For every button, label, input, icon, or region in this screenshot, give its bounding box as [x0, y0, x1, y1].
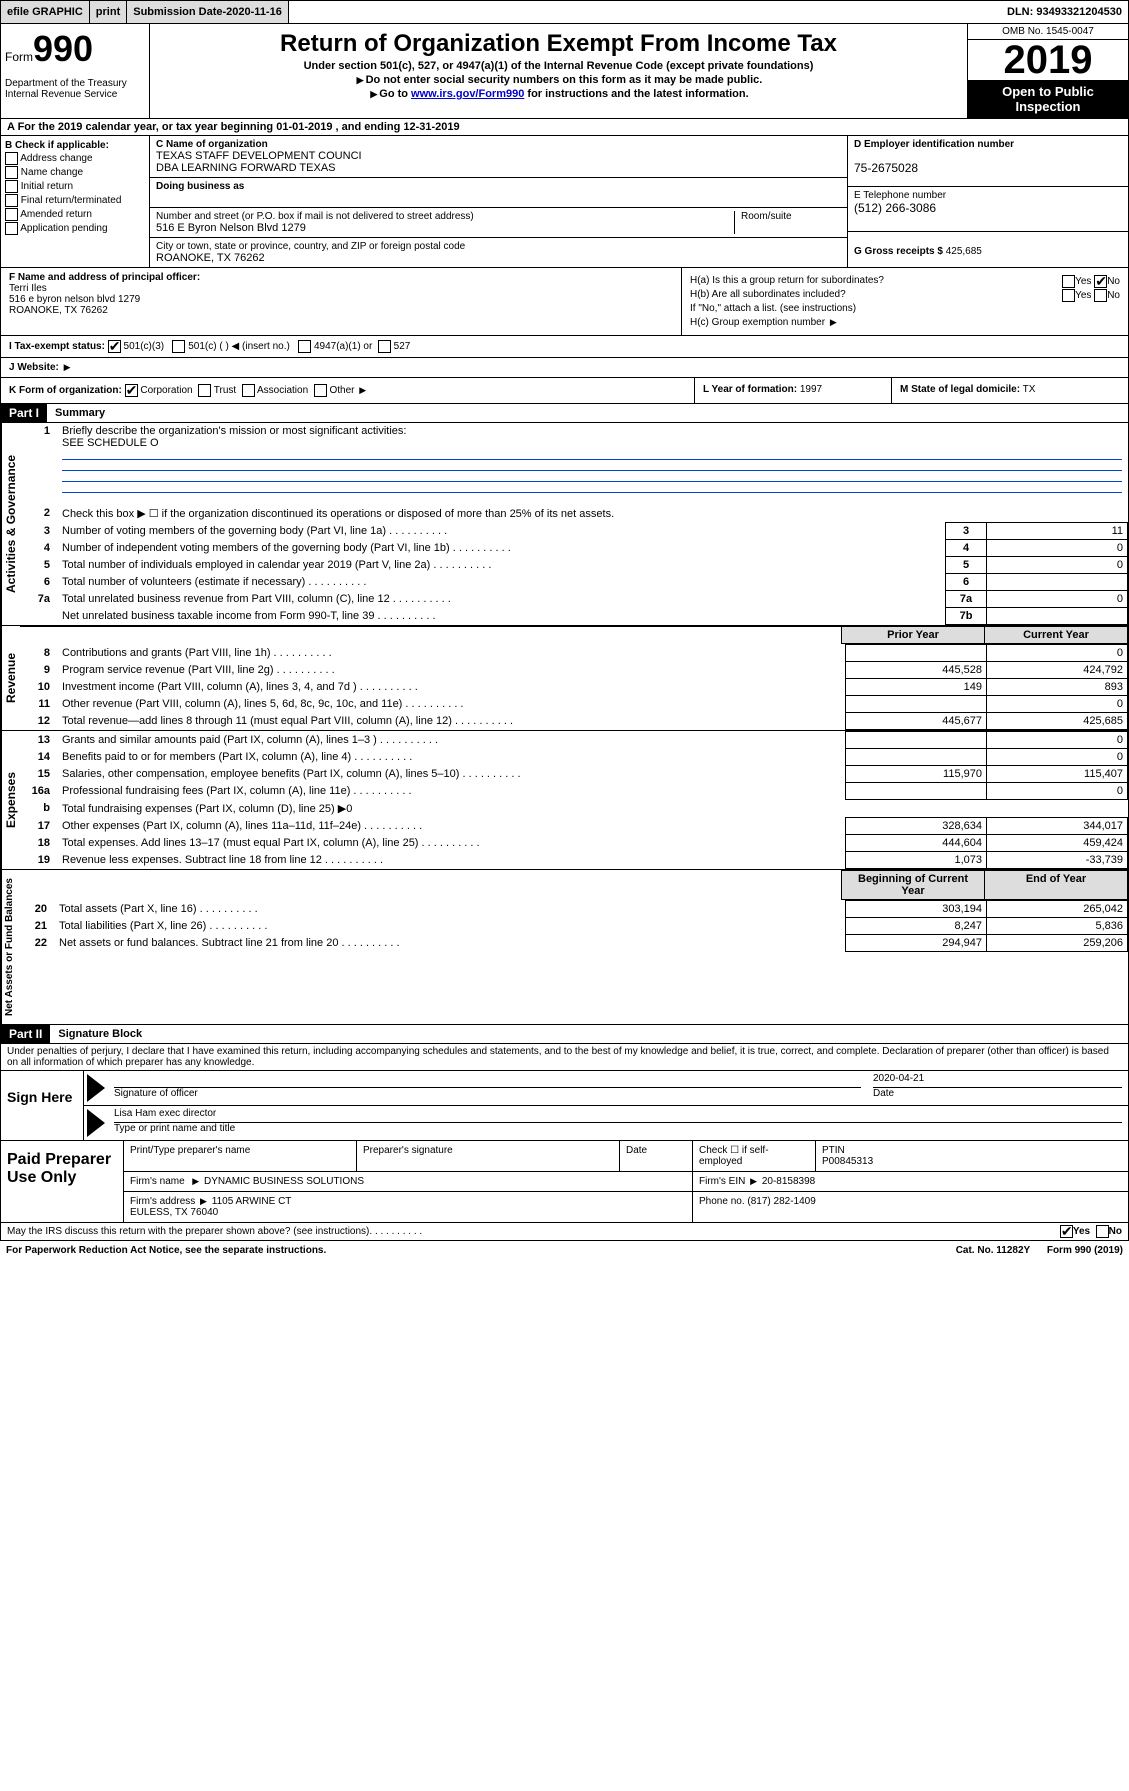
revenue-section: Revenue Prior YearCurrent Year 8Contribu… — [0, 626, 1129, 731]
box-c: C Name of organization TEXAS STAFF DEVEL… — [150, 136, 848, 267]
side-expenses: Expenses — [1, 731, 20, 869]
box-h: H(a) Is this a group return for subordin… — [682, 268, 1128, 335]
side-netassets: Net Assets or Fund Balances — [1, 870, 17, 1024]
arrow-icon — [87, 1109, 105, 1137]
activities-section: Activities & Governance 1 Briefly descri… — [0, 423, 1129, 626]
subtitle-3: Go to www.irs.gov/Form990 for instructio… — [158, 88, 959, 100]
box-de: D Employer identification number 75-2675… — [848, 136, 1128, 267]
telephone-value: (512) 266-3086 — [854, 201, 936, 215]
preparer-block: Paid Preparer Use Only Print/Type prepar… — [0, 1141, 1129, 1223]
efile-button[interactable]: efile GRAPHIC — [1, 1, 90, 23]
table-row: 15Salaries, other compensation, employee… — [20, 766, 1128, 783]
table-row: 19Revenue less expenses. Subtract line 1… — [20, 852, 1128, 869]
side-revenue: Revenue — [1, 626, 20, 730]
expenses-section: Expenses 13Grants and similar amounts pa… — [0, 731, 1129, 870]
title-box: Return of Organization Exempt From Incom… — [150, 24, 967, 118]
box-b: B Check if applicable: Address change Na… — [1, 136, 150, 267]
top-bar: efile GRAPHIC print Submission Date - 20… — [0, 0, 1129, 24]
period-row: A For the 2019 calendar year, or tax yea… — [0, 119, 1129, 136]
tax-year: 2019 — [968, 40, 1128, 80]
print-button[interactable]: print — [90, 1, 127, 23]
table-row: 21Total liabilities (Part X, line 26)8,2… — [17, 918, 1128, 935]
irs-link[interactable]: www.irs.gov/Form990 — [411, 88, 524, 100]
table-row: 11Other revenue (Part VIII, column (A), … — [20, 696, 1128, 713]
part2-header: Part II Signature Block — [0, 1025, 1129, 1044]
firm-name: DYNAMIC BUSINESS SOLUTIONS — [204, 1176, 364, 1187]
officer-print-name: Lisa Ham exec director — [114, 1108, 1122, 1123]
officer-name: Terri Iles — [9, 283, 47, 294]
table-row: 17Other expenses (Part IX, column (A), l… — [20, 818, 1128, 835]
org-address: 516 E Byron Nelson Blvd 1279 — [156, 222, 306, 234]
table-row: 13Grants and similar amounts paid (Part … — [20, 732, 1128, 749]
box-f: F Name and address of principal officer:… — [1, 268, 682, 335]
table-row: 12Total revenue—add lines 8 through 11 (… — [20, 713, 1128, 730]
table-row: 8Contributions and grants (Part VIII, li… — [20, 645, 1128, 662]
inspection-badge: Open to PublicInspection — [968, 80, 1128, 118]
mission-text: SEE SCHEDULE O — [62, 437, 159, 449]
table-row: 7aTotal unrelated business revenue from … — [20, 591, 1128, 608]
table-row: 18Total expenses. Add lines 13–17 (must … — [20, 835, 1128, 852]
info-grid: B Check if applicable: Address change Na… — [0, 136, 1129, 268]
dln-label: DLN: 93493321204530 — [1001, 1, 1128, 23]
gross-receipts: 425,685 — [946, 246, 982, 257]
netassets-section: Net Assets or Fund Balances Beginning of… — [0, 870, 1129, 1025]
paid-preparer-label: Paid Preparer Use Only — [1, 1141, 124, 1222]
submission-date-label: Submission Date - 2020-11-16 — [127, 1, 289, 23]
dept-label: Department of the Treasury Internal Reve… — [5, 78, 145, 100]
part1-header: Part I Summary — [0, 404, 1129, 423]
sign-here-label: Sign Here — [1, 1071, 84, 1140]
table-row: 4Number of independent voting members of… — [20, 540, 1128, 557]
table-row: 9Program service revenue (Part VIII, lin… — [20, 662, 1128, 679]
state-domicile: TX — [1023, 384, 1036, 395]
form-header: Form990 Department of the Treasury Inter… — [0, 24, 1129, 119]
table-row: 14Benefits paid to or for members (Part … — [20, 749, 1128, 766]
discuss-row: May the IRS discuss this return with the… — [0, 1223, 1129, 1241]
firm-ein: 20-8158398 — [762, 1176, 815, 1187]
perjury-declaration: Under penalties of perjury, I declare th… — [0, 1044, 1129, 1071]
fh-grid: F Name and address of principal officer:… — [0, 268, 1129, 336]
right-header-box: OMB No. 1545-0047 2019 Open to PublicIns… — [967, 24, 1128, 118]
officer-address: 516 e byron nelson blvd 1279 ROANOKE, TX… — [9, 294, 140, 316]
form-number-box: Form990 Department of the Treasury Inter… — [1, 24, 150, 118]
subtitle-1: Under section 501(c), 527, or 4947(a)(1)… — [158, 60, 959, 72]
row-j: J Website: — [0, 358, 1129, 378]
firm-phone: (817) 282-1409 — [747, 1196, 815, 1207]
table-row: 5Total number of individuals employed in… — [20, 557, 1128, 574]
table-row: 6Total number of volunteers (estimate if… — [20, 574, 1128, 591]
ein-value: 75-2675028 — [854, 161, 918, 175]
org-name: TEXAS STAFF DEVELOPMENT COUNCI DBA LEARN… — [156, 150, 362, 174]
table-row: 22Net assets or fund balances. Subtract … — [17, 935, 1128, 952]
signature-block: Sign Here Signature of officer 2020-04-2… — [0, 1071, 1129, 1141]
table-row: 20Total assets (Part X, line 16)303,1942… — [17, 901, 1128, 918]
org-city: ROANOKE, TX 76262 — [156, 252, 265, 264]
table-row: 10Investment income (Part VIII, column (… — [20, 679, 1128, 696]
subtitle-2: Do not enter social security numbers on … — [158, 74, 959, 86]
form-title: Return of Organization Exempt From Incom… — [158, 30, 959, 58]
table-row: Net unrelated business taxable income fr… — [20, 608, 1128, 625]
row-k: K Form of organization: Corporation Trus… — [0, 378, 1129, 404]
row-i: I Tax-exempt status: 501(c)(3) 501(c) ( … — [0, 336, 1129, 358]
ptin-value: P00845313 — [822, 1156, 873, 1167]
arrow-icon — [87, 1074, 105, 1102]
year-formation: 1997 — [800, 384, 822, 395]
table-row: 16aProfessional fundraising fees (Part I… — [20, 783, 1128, 800]
sign-date: 2020-04-21 — [873, 1073, 1122, 1088]
table-row: bTotal fundraising expenses (Part IX, co… — [20, 800, 1128, 818]
side-activities: Activities & Governance — [1, 423, 20, 625]
table-row: 3Number of voting members of the governi… — [20, 523, 1128, 540]
footer-bottom: For Paperwork Reduction Act Notice, see … — [0, 1241, 1129, 1260]
